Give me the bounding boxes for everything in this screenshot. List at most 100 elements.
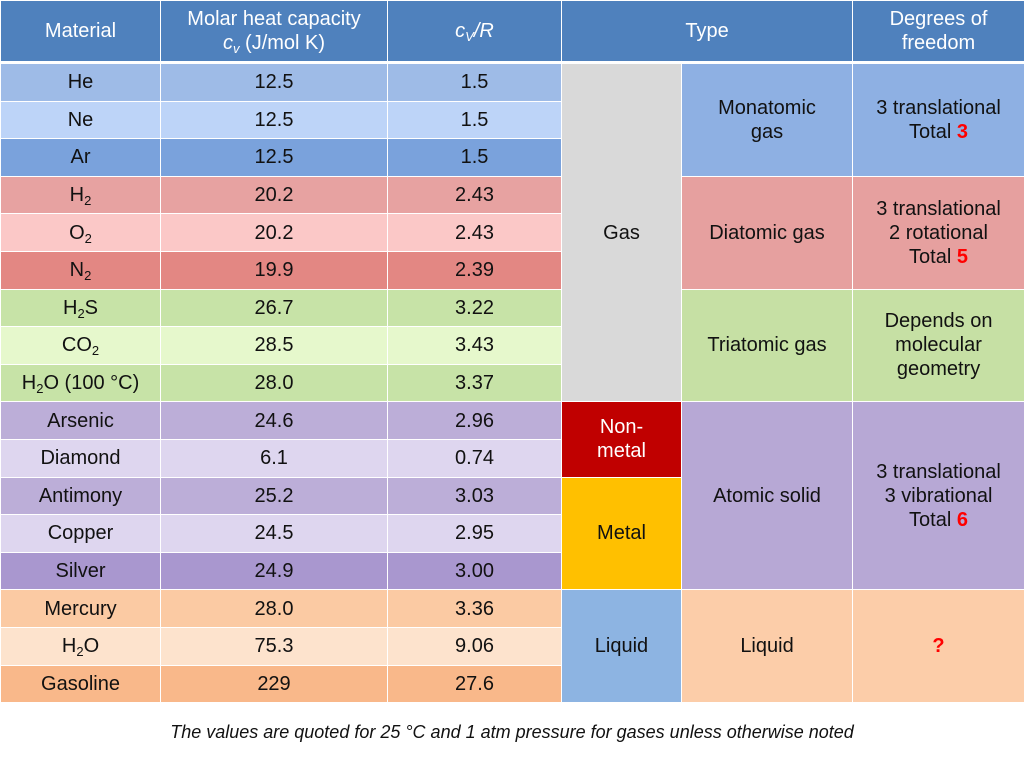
type-triatomic: Triatomic gas (680, 288, 854, 403)
material-cell: Mercury (0, 589, 161, 628)
table-row: H2O (100 °C) 28.0 3.37 (0, 363, 1024, 403)
dof-total-label: Total (909, 508, 952, 531)
table-row: Copper 24.5 2.95 (0, 514, 1024, 553)
ratio-cell: 3.03 (387, 476, 562, 516)
type-liquid: Liquid (680, 589, 854, 704)
ratio-cell: 2.95 (387, 514, 562, 553)
dof-total-label: Total (909, 120, 952, 143)
cv-cell: 24.6 (160, 401, 388, 440)
dof-triatomic-line3: geometry (896, 358, 981, 381)
material-name-suffix: O (83, 635, 100, 658)
heat-capacity-table: Material Molar heat capacity cv (J/mol K… (0, 0, 1024, 704)
header-cv-over-r: cV/R (387, 0, 562, 64)
cv-cell: 6.1 (160, 438, 388, 478)
table-row: N2 19.9 2.39 (0, 250, 1024, 290)
material-cell: Silver (0, 551, 161, 591)
material-name: Ar (70, 146, 91, 169)
ratio-cell: 9.06 (387, 626, 562, 666)
header-type: Type (560, 0, 854, 64)
table-row: H2 20.2 2.43 Diatomic gas 3 translationa… (0, 175, 1024, 290)
state-liquid: Liquid (561, 589, 682, 704)
material-cell: Gasoline (0, 664, 161, 704)
material-subscript: 2 (36, 381, 44, 397)
state-nonmetal-line2: metal (597, 440, 646, 463)
cv-cell: 26.7 (160, 288, 388, 328)
dof-triatomic-line2: molecular (895, 334, 982, 357)
material-cell: H2O (100 °C) (0, 363, 161, 403)
table-row: CO2 28.5 3.43 (0, 326, 1024, 365)
cv-cell: 28.0 (160, 363, 388, 403)
ratio-cell: 2.43 (387, 213, 562, 252)
dof-liquid: ? (852, 589, 1024, 704)
table-row: O2 20.2 2.43 (0, 213, 1024, 252)
material-name: H (21, 372, 37, 395)
dof-total-value: 5 (956, 245, 968, 268)
material-cell: H2S (0, 288, 161, 328)
ratio-cell: 0.74 (387, 438, 562, 478)
dof-triatomic: Depends on molecular geometry (852, 288, 1024, 403)
ratio-cell: 3.36 (387, 589, 562, 628)
footnote: The values are quoted for 25 °C and 1 at… (170, 722, 854, 742)
material-cell: H2O (0, 626, 161, 666)
material-subscript: 2 (84, 193, 92, 209)
material-cell: Diamond (0, 438, 161, 478)
table-row: Silver 24.9 3.00 (0, 551, 1024, 591)
ratio-cell: 1.5 (387, 138, 562, 177)
dof-atomic-solid: 3 translational 3 vibrational Total 6 (852, 401, 1024, 591)
cv-cell: 24.9 (160, 551, 388, 591)
dof-total-label: Total (909, 245, 952, 268)
header-ratio-symbol: c (455, 20, 466, 42)
material-cell: Ar (0, 138, 161, 177)
cv-cell: 75.3 (160, 626, 388, 666)
material-name-suffix: O (100 °C) (43, 372, 140, 395)
material-name: Ne (67, 108, 94, 131)
type-monatomic: Monatomic gas (680, 62, 854, 177)
cv-cell: 20.2 (160, 175, 388, 215)
type-monatomic-line2: gas (750, 120, 784, 143)
ratio-cell: 27.6 (387, 664, 562, 704)
dof-solid-line1: 3 translational (876, 460, 1001, 483)
material-name: Diamond (40, 447, 121, 470)
ratio-cell: 3.22 (387, 288, 562, 328)
cv-cell: 229 (160, 664, 388, 704)
dof-solid-line2: 3 vibrational (884, 484, 993, 507)
cv-cell: 12.5 (160, 62, 388, 102)
header-cv-subscript: v (232, 41, 240, 56)
material-cell: Arsenic (0, 401, 161, 440)
material-name: Arsenic (47, 409, 114, 432)
material-cell: Ne (0, 100, 161, 140)
material-name: Gasoline (41, 672, 120, 695)
material-cell: Copper (0, 514, 161, 553)
dof-monatomic-line1: 3 translational (876, 96, 1001, 119)
dof-diatomic-line1: 3 translational (876, 197, 1001, 220)
cv-cell: 28.0 (160, 589, 388, 628)
dof-diatomic-line2: 2 rotational (889, 221, 988, 244)
state-nonmetal: Non- metal (561, 401, 682, 478)
dof-monatomic: 3 translational Total 3 (852, 62, 1024, 177)
ratio-cell: 3.43 (387, 326, 562, 365)
table-row: He 12.5 1.5 Gas Monatomic gas 3 translat… (0, 61, 1024, 403)
material-cell: H2 (0, 175, 161, 215)
dof-total-value: 3 (956, 120, 968, 143)
table-row: Arsenic 24.6 2.96 Non- metal Atomic soli… (0, 401, 1024, 591)
ratio-cell: 3.00 (387, 551, 562, 591)
header-cv-unit: (J/mol K) (245, 32, 326, 54)
type-monatomic-line1: Monatomic (718, 96, 816, 119)
table-row: Mercury 28.0 3.36 Liquid Liquid ? (0, 589, 1024, 704)
cv-cell: 19.9 (160, 250, 388, 290)
ratio-cell: 3.37 (387, 363, 562, 403)
header-dof-line2: freedom (901, 32, 976, 54)
material-name: N (69, 259, 85, 282)
material-cell: O2 (0, 213, 161, 252)
ratio-cell: 1.5 (387, 62, 562, 102)
ratio-cell: 2.39 (387, 250, 562, 290)
cv-cell: 12.5 (160, 138, 388, 177)
material-cell: N2 (0, 250, 161, 290)
header-ratio-subscript: V (465, 29, 474, 44)
material-subscript: 2 (84, 230, 92, 246)
header-dof-line1: Degrees of (889, 8, 988, 30)
material-name: Antimony (38, 484, 123, 507)
header-row: Material Molar heat capacity cv (J/mol K… (0, 0, 1024, 64)
header-cv-symbol: c (222, 32, 233, 54)
material-name: O (69, 221, 85, 244)
